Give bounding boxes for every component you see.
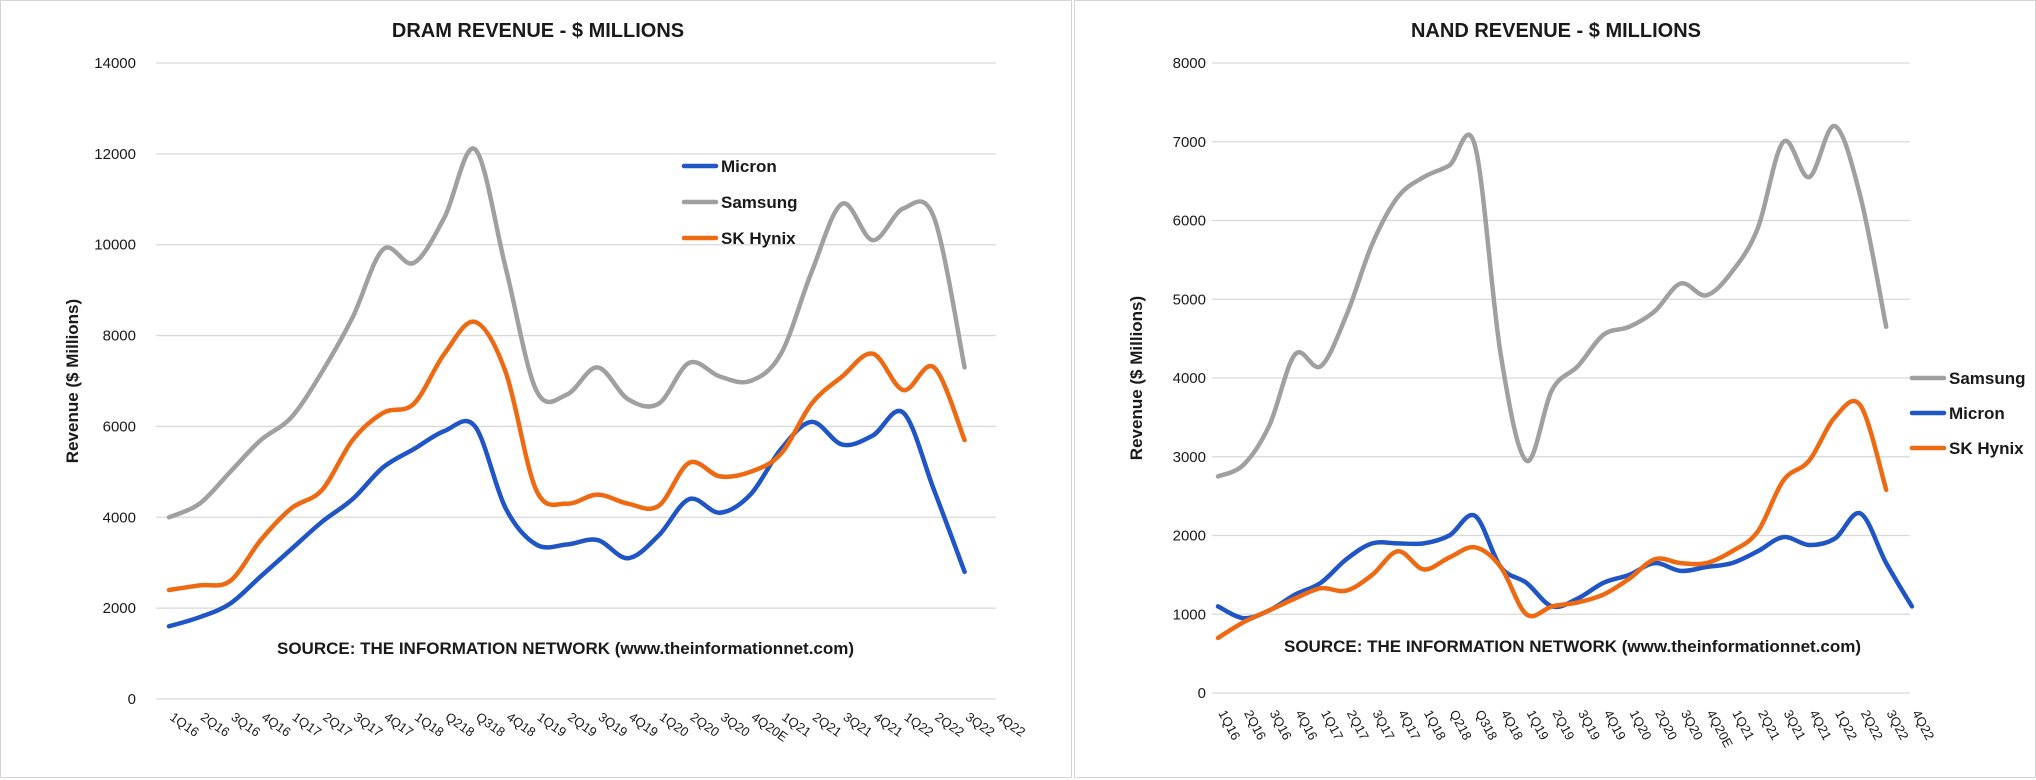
nand-x-tick-label: 2Q22: [1858, 707, 1886, 742]
dram-x-tick-label: Q218: [443, 709, 478, 740]
nand-y-tick-label: 3000: [1173, 449, 1206, 466]
nand-x-tick-label: 1Q17: [1318, 707, 1346, 742]
dram-y-axis-title: Revenue ($ Millions): [63, 299, 82, 463]
nand-series-line-sk-hynix: [1215, 398, 1889, 641]
nand-x-tick-label: 3Q16: [1267, 707, 1295, 742]
nand-x-tick-label: 4Q21: [1806, 707, 1834, 742]
nand-x-tick-label: 3Q21: [1781, 707, 1809, 742]
dram-y-tick-label: 2000: [103, 600, 136, 617]
dram-x-tick-label: 3Q22: [963, 709, 998, 740]
nand-x-tick-label: 3Q17: [1370, 707, 1398, 742]
nand-x-tick-label: 2Q17: [1344, 707, 1372, 742]
dram-x-tick-label: 3Q19: [596, 709, 631, 740]
dram-legend-label-sk-hynix: SK Hynix: [721, 229, 796, 248]
nand-y-tick-label: 2000: [1173, 528, 1206, 545]
dram-x-tick-label: 1Q22: [902, 709, 937, 740]
dram-y-tick-label: 10000: [94, 237, 136, 254]
dram-x-tick-label: 1Q16: [167, 709, 202, 740]
dram-x-tick-label: 2Q17: [320, 709, 355, 740]
dram-x-tick-label: 4Q16: [259, 709, 294, 740]
nand-y-tick-label: 0: [1198, 685, 1206, 702]
nand-x-tick-label: Q318: [1472, 707, 1500, 742]
dram-series-line-samsung: [166, 146, 967, 520]
nand-x-tick-label: Q218: [1447, 707, 1475, 742]
nand-y-tick-label: 4000: [1173, 370, 1206, 387]
dram-x-tick-label: Q318: [473, 709, 508, 740]
dram-y-tick-label: 14000: [94, 55, 136, 72]
dram-x-tick-label: 4Q22: [993, 709, 1028, 740]
nand-y-axis-title: Revenue ($ Millions): [1127, 296, 1146, 460]
dram-series-line-micron: [166, 408, 967, 629]
dram-x-tick-label: 2Q22: [932, 709, 967, 740]
nand-x-tick-label: 2Q19: [1549, 707, 1577, 742]
dram-x-tick-label: 2Q19: [565, 709, 600, 740]
dram-legend-label-micron: Micron: [721, 157, 777, 176]
dram-source-note: SOURCE: THE INFORMATION NETWORK (www.the…: [277, 639, 854, 658]
nand-series-line-samsung: [1215, 123, 1889, 479]
dram-y-tick-label: 8000: [103, 328, 136, 345]
nand-x-tick-label: 2Q20: [1652, 707, 1680, 742]
dram-x-tick-label: 3Q20: [718, 709, 753, 740]
nand-x-tick-label: 1Q20: [1627, 707, 1655, 742]
nand-x-tick-label: 1Q18: [1421, 707, 1449, 742]
nand-y-tick-label: 6000: [1173, 213, 1206, 230]
dram-x-tick-label: 1Q19: [534, 709, 569, 740]
dram-chart-svg: 0 2000 4000 6000 8000 10000 12000 14000 DRAM REV…: [63, 20, 1028, 745]
dram-chart-panel: 0 2000 4000 6000 8000 10000 12000 14000 DRAM REV…: [0, 0, 1072, 778]
dram-x-tick-label: 4Q19: [626, 709, 661, 740]
nand-x-tick-label: 2Q16: [1241, 707, 1269, 742]
dram-x-tick-label: 1Q18: [412, 709, 447, 740]
nand-legend-label-micron: Micron: [1949, 404, 2005, 423]
dram-x-tick-label: 2Q20: [687, 709, 722, 740]
nand-chart-panel: 0 1000 2000 3000 4000 5000 6000 7000 8000 NAND RE…: [1074, 0, 2036, 778]
dram-legend-label-samsung: Samsung: [721, 193, 798, 212]
dram-x-tick-label: 1Q17: [290, 709, 325, 740]
dram-series-line-sk-hynix: [166, 319, 967, 593]
nand-y-tick-label: 7000: [1173, 134, 1206, 151]
nand-chart-svg: 0 1000 2000 3000 4000 5000 6000 7000 8000 NAND RE…: [1127, 20, 2026, 750]
nand-x-tick-label: 4Q18: [1498, 707, 1526, 742]
dram-chart-title: DRAM REVENUE - $ MILLIONS: [392, 20, 684, 42]
nand-x-tick-label: 1Q16: [1215, 707, 1243, 742]
nand-y-tick-label: 8000: [1173, 55, 1206, 72]
dram-x-tick-label: 4Q21: [871, 709, 906, 740]
dram-x-tick-label: 4Q18: [504, 709, 539, 740]
dram-x-tick-label: 3Q17: [351, 709, 386, 740]
dram-x-tick-label: 2Q21: [810, 709, 845, 740]
dram-y-tick-label: 0: [128, 691, 136, 708]
nand-legend-label-sk-hynix: SK Hynix: [1949, 439, 2024, 458]
nand-x-tick-label: 4Q19: [1601, 707, 1629, 742]
nand-x-tick-label: 3Q22: [1884, 707, 1912, 742]
dram-x-tick-label: 3Q16: [228, 709, 263, 740]
nand-x-tick-label: 3Q19: [1575, 707, 1603, 742]
nand-chart-title: NAND REVENUE - $ MILLIONS: [1411, 20, 1701, 42]
dram-x-tick-label: 3Q21: [840, 709, 875, 740]
nand-x-tick-label: 4Q16: [1292, 707, 1320, 742]
nand-source-note: SOURCE: THE INFORMATION NETWORK (www.the…: [1284, 637, 1861, 656]
nand-x-tick-label: 2Q21: [1755, 707, 1783, 742]
nand-x-tick-label: 4Q17: [1395, 707, 1423, 742]
nand-x-tick-label: 4Q22: [1909, 707, 1937, 742]
dram-x-tick-label: 4Q17: [381, 709, 416, 740]
nand-y-tick-label: 1000: [1173, 606, 1206, 623]
nand-x-tick-label: 1Q22: [1832, 707, 1860, 742]
dram-y-tick-label: 4000: [103, 509, 136, 526]
dram-x-tick-label: 2Q16: [198, 709, 233, 740]
nand-legend-label-samsung: Samsung: [1949, 369, 2026, 388]
dram-y-tick-label: 12000: [94, 146, 136, 163]
dram-y-tick-label: 6000: [103, 418, 136, 435]
dram-x-tick-label: 1Q20: [657, 709, 692, 740]
nand-y-tick-label: 5000: [1173, 291, 1206, 308]
nand-x-tick-label: 1Q19: [1524, 707, 1552, 742]
nand-x-tick-label: 3Q20: [1678, 707, 1706, 742]
